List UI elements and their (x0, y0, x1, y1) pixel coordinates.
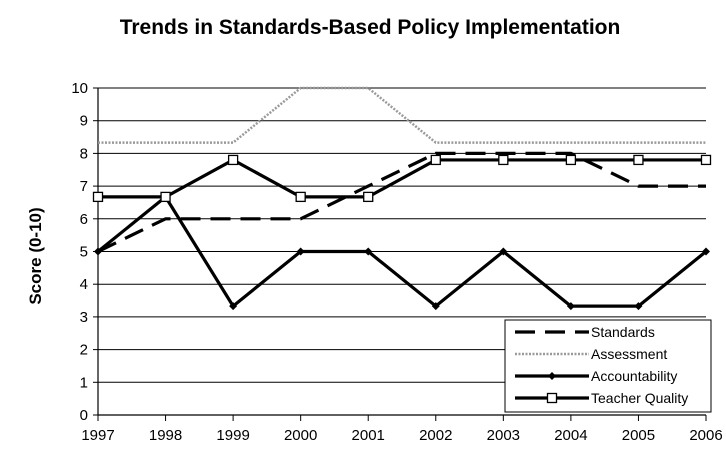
data-point-accountability (229, 302, 238, 311)
legend-marker-accountability (548, 372, 556, 380)
chart-title: Trends in Standards-Based Policy Impleme… (120, 16, 621, 39)
data-point-teacher-quality (430, 154, 441, 166)
series-line-accountability (96, 194, 708, 309)
y-tick-label: 1 (80, 374, 88, 391)
legend: Standards Assessment Accountability Teacher… (504, 319, 712, 413)
data-point-teacher-quality (498, 154, 509, 166)
data-point-accountability (702, 247, 710, 256)
y-tick-label: 6 (80, 211, 88, 228)
y-tick-label: 9 (80, 113, 88, 130)
axes: 0 1 2 3 4 5 6 7 8 9 10 1997 1998 1999 2000 2001 2002 2003… (71, 80, 722, 444)
series-line-standards (97, 151, 706, 253)
x-tick-label: 2005 (622, 427, 655, 444)
series (92, 86, 712, 311)
data-point-accountability (431, 302, 440, 311)
x-tick-label: 1998 (149, 427, 182, 444)
legend-label: Standards (591, 324, 655, 340)
data-point-teacher-quality (160, 191, 171, 203)
data-point-teacher-quality (295, 191, 306, 203)
x-tick-label: 2000 (284, 427, 317, 444)
y-tick-label: 10 (71, 80, 88, 97)
x-tick-label: 2006 (689, 427, 722, 444)
data-point-accountability (94, 247, 102, 256)
data-point-accountability (364, 247, 373, 256)
legend-marker-teacher-quality (546, 392, 558, 404)
y-tick-label: 2 (80, 342, 88, 359)
data-point-teacher-quality (227, 154, 239, 166)
x-tick-label: 2003 (487, 427, 520, 444)
legend-label: Assessment (591, 346, 667, 362)
data-point-teacher-quality (633, 154, 644, 166)
data-point-teacher-quality (363, 191, 374, 203)
y-tick-label: 8 (80, 145, 88, 162)
y-tick-label: 7 (80, 178, 88, 195)
y-tick-label: 0 (80, 407, 88, 424)
x-tick-label: 2001 (352, 427, 385, 444)
legend-label: Teacher Quality (591, 390, 688, 406)
y-axis-label: Score (0-10) (26, 207, 45, 304)
series-line-assessment (98, 86, 706, 144)
x-tick-label: 1999 (216, 427, 249, 444)
x-tick-label: 1997 (81, 427, 114, 444)
y-tick-label: 5 (80, 244, 88, 261)
data-point-teacher-quality (565, 154, 577, 166)
x-tick-label: 2004 (554, 427, 587, 444)
data-point-accountability (296, 247, 305, 256)
series-line-teacher-quality (98, 158, 706, 199)
y-tick-label: 3 (80, 309, 88, 326)
data-point-teacher-quality (92, 191, 104, 203)
data-point-accountability (499, 247, 508, 256)
y-tick-label: 4 (80, 276, 88, 293)
legend-label: Accountability (591, 368, 677, 384)
data-point-accountability (566, 302, 575, 311)
x-tick-label: 2002 (419, 427, 452, 444)
data-point-accountability (634, 302, 643, 311)
data-point-teacher-quality (700, 154, 712, 166)
